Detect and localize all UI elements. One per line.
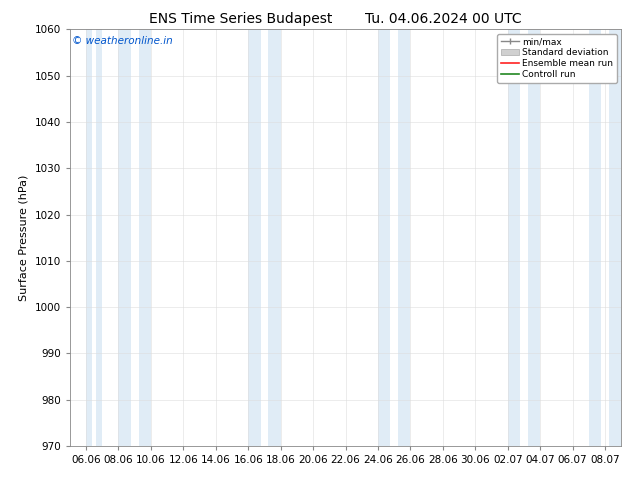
Bar <box>508 29 520 446</box>
Legend: min/max, Standard deviation, Ensemble mean run, Controll run: min/max, Standard deviation, Ensemble me… <box>497 34 617 82</box>
Bar <box>96 29 102 446</box>
Text: Tu. 04.06.2024 00 UTC: Tu. 04.06.2024 00 UTC <box>365 12 522 26</box>
Bar <box>119 29 131 446</box>
Bar <box>248 29 261 446</box>
Bar <box>589 29 601 446</box>
Bar <box>609 29 621 446</box>
Bar <box>378 29 391 446</box>
Bar <box>398 29 410 446</box>
Y-axis label: Surface Pressure (hPa): Surface Pressure (hPa) <box>19 174 29 301</box>
Bar <box>268 29 281 446</box>
Bar <box>528 29 540 446</box>
Bar <box>86 29 92 446</box>
Bar <box>138 29 151 446</box>
Text: ENS Time Series Budapest: ENS Time Series Budapest <box>149 12 333 26</box>
Text: © weatheronline.in: © weatheronline.in <box>72 36 173 46</box>
